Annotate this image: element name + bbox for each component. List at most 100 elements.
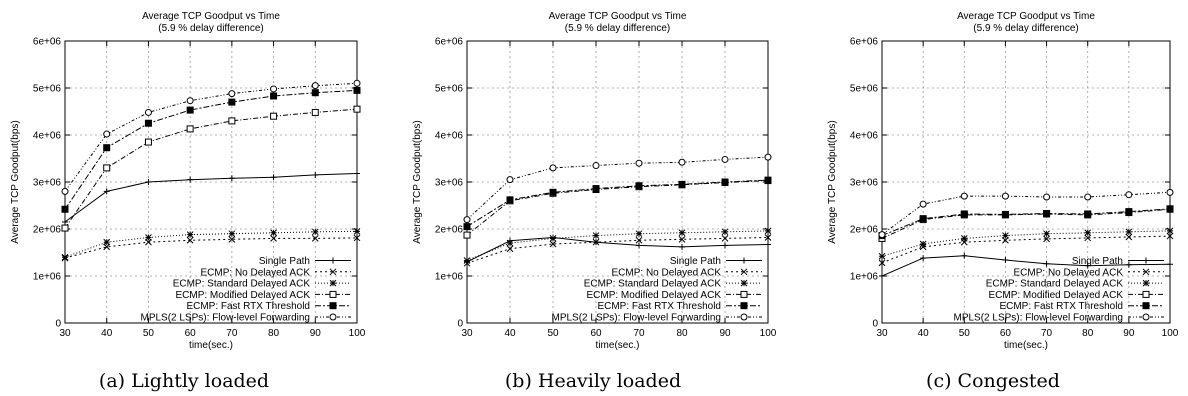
data-point xyxy=(463,231,471,239)
series-5 xyxy=(463,176,772,231)
legend-marker xyxy=(329,313,337,321)
series-line xyxy=(881,191,1171,236)
data-point xyxy=(61,253,69,261)
x-tick-label: 70 xyxy=(1041,328,1053,339)
series-3 xyxy=(463,227,772,264)
data-point xyxy=(270,85,278,93)
legend-label: ECMP: No Delayed ACK xyxy=(1014,267,1124,278)
legend-label: ECMP: Modified Delayed ACK xyxy=(175,290,310,301)
x-tick-label: 80 xyxy=(268,328,280,339)
data-point xyxy=(721,178,729,186)
y-axis-label: Average TCP Goodput(bps) xyxy=(827,120,838,243)
data-point xyxy=(961,252,968,259)
series-5 xyxy=(878,205,1174,240)
legend-marker xyxy=(330,257,336,264)
chart-title: Average TCP Goodput vs Time xyxy=(957,11,1095,22)
legend-label: ECMP: Fast RTX Threshold xyxy=(186,301,310,312)
y-tick-label: 1e+06 xyxy=(435,272,464,283)
data-point xyxy=(721,155,729,163)
data-point xyxy=(678,158,686,166)
legend-marker xyxy=(1142,268,1150,276)
data-point xyxy=(311,235,319,242)
y-tick-label: 2e+06 xyxy=(850,225,879,236)
x-tick-label: 50 xyxy=(547,328,559,339)
chart-title: Average TCP Goodput vs Time xyxy=(142,11,280,22)
data-point xyxy=(270,174,277,181)
legend-marker xyxy=(1142,279,1150,287)
series-6 xyxy=(61,79,361,195)
legend-label: ECMP: Fast RTX Threshold xyxy=(597,301,721,312)
y-tick-label: 0 xyxy=(55,319,61,330)
legend-marker xyxy=(329,302,337,310)
data-point xyxy=(228,235,236,243)
x-axis-label: time(sec.) xyxy=(189,340,233,351)
data-point xyxy=(1001,192,1009,200)
data-point xyxy=(186,97,194,105)
legend-marker xyxy=(741,257,747,264)
data-point xyxy=(311,108,319,116)
data-point xyxy=(186,106,194,114)
data-point xyxy=(270,92,278,100)
x-tick-label: 100 xyxy=(349,328,366,339)
data-point xyxy=(636,242,642,249)
data-point xyxy=(1125,208,1133,216)
y-tick-label: 2e+06 xyxy=(435,225,464,236)
data-point xyxy=(187,176,194,183)
data-point xyxy=(228,175,235,182)
legend-label: MPLS(2 LSPs): Flow-level Forwarding xyxy=(141,313,311,324)
legend-marker xyxy=(1142,302,1150,310)
y-tick-label: 0 xyxy=(872,319,878,330)
data-point xyxy=(1167,261,1173,268)
x-tick-label: 50 xyxy=(143,328,155,339)
chart-subtitle: (5.9 % delay difference) xyxy=(158,23,263,34)
x-tick-label: 90 xyxy=(719,328,731,339)
data-point xyxy=(228,230,236,238)
series-line xyxy=(466,236,769,263)
data-point xyxy=(103,238,111,246)
series-line xyxy=(466,179,769,228)
legend-marker xyxy=(740,302,748,310)
data-point xyxy=(919,200,927,208)
series-line xyxy=(466,156,769,220)
y-axis-label: Average TCP Goodput(bps) xyxy=(10,120,21,243)
data-point xyxy=(635,182,643,190)
x-tick-label: 70 xyxy=(633,328,645,339)
data-point xyxy=(270,229,277,237)
data-point xyxy=(103,130,111,138)
data-point xyxy=(463,216,471,224)
chart-title: Average TCP Goodput vs Time xyxy=(549,11,687,22)
chart-caption: (b) Heavily loaded xyxy=(505,370,681,392)
data-point xyxy=(353,234,361,242)
legend-marker xyxy=(329,279,337,287)
data-point xyxy=(145,234,152,241)
x-tick-label: 70 xyxy=(226,328,238,339)
chart-panel-2: Average TCP Goodput vs Time(5.9 % delay … xyxy=(412,11,777,392)
data-point xyxy=(311,89,319,97)
data-point xyxy=(1166,205,1174,213)
data-point xyxy=(145,179,152,185)
series-line xyxy=(466,180,769,236)
data-point xyxy=(549,240,557,248)
series-6 xyxy=(878,188,1174,239)
data-point xyxy=(878,259,886,267)
series-2 xyxy=(878,232,1174,267)
data-point xyxy=(1166,188,1174,196)
y-tick-label: 5e+06 xyxy=(850,84,879,95)
series-line xyxy=(881,235,1171,264)
data-point xyxy=(721,228,729,236)
data-point xyxy=(1125,233,1133,241)
data-point xyxy=(1043,230,1050,238)
legend-label: ECMP: Modified Delayed ACK xyxy=(586,290,721,301)
data-point xyxy=(463,223,471,231)
y-tick-label: 1e+06 xyxy=(850,272,879,283)
x-tick-label: 60 xyxy=(590,328,602,339)
data-point xyxy=(506,176,514,184)
y-tick-label: 6e+06 xyxy=(435,37,464,48)
data-point xyxy=(549,188,557,196)
x-tick-label: 100 xyxy=(760,328,777,339)
data-point xyxy=(1043,209,1051,217)
data-point xyxy=(103,188,110,195)
series-2 xyxy=(463,234,772,267)
